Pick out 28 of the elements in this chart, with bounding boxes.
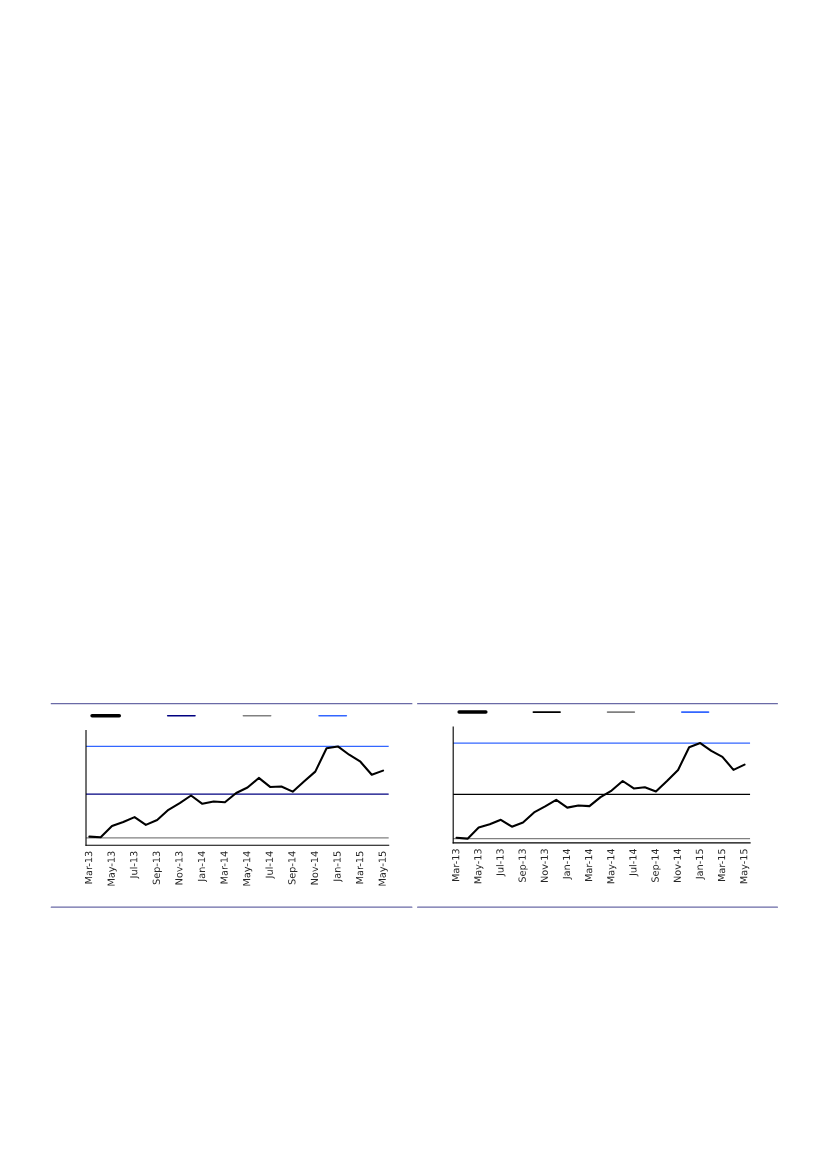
- x-tick-label: May-14: [243, 851, 253, 886]
- x-tick-label: Mar-13: [84, 851, 93, 884]
- x-tick-label: May-13: [107, 851, 117, 886]
- x-tick-label: Jan-15: [695, 849, 705, 880]
- x-tick-label: Jul-14: [629, 848, 639, 877]
- x-tick-label: Jul-14: [265, 851, 275, 879]
- x-tick-label: Nov-14: [310, 851, 319, 885]
- x-tick-label: Nov-13: [540, 849, 548, 883]
- x-tick-label: Nov-14: [673, 848, 681, 883]
- x-tick-label: Mar-14: [585, 848, 593, 882]
- x-tick-label: Mar-14: [220, 851, 228, 884]
- x-tick-label: Jan-14: [562, 848, 572, 880]
- x-tick-label: May-14: [607, 848, 617, 884]
- x-tick-label: May-15: [740, 849, 750, 884]
- x-tick-label: Sep-14: [288, 851, 298, 885]
- x-tick-label: May-15: [378, 851, 388, 886]
- x-tick-label: Sep-13: [518, 849, 528, 882]
- x-tick-label: Jul-13: [496, 849, 506, 877]
- x-tick-label: Sep-13: [152, 851, 162, 885]
- x-tick-label: Sep-14: [651, 848, 661, 882]
- x-tick-label: Mar-15: [717, 849, 726, 882]
- x-tick-label: Mar-13: [451, 849, 460, 882]
- x-tick-label: Nov-13: [175, 851, 183, 885]
- x-tick-label: Jul-13: [129, 851, 140, 879]
- x-tick-label: Mar-15: [356, 851, 364, 884]
- x-tick-label: Jan-15: [333, 851, 343, 883]
- x-tick-label: Jan-14: [197, 851, 207, 883]
- x-tick-label: May-13: [474, 849, 484, 884]
